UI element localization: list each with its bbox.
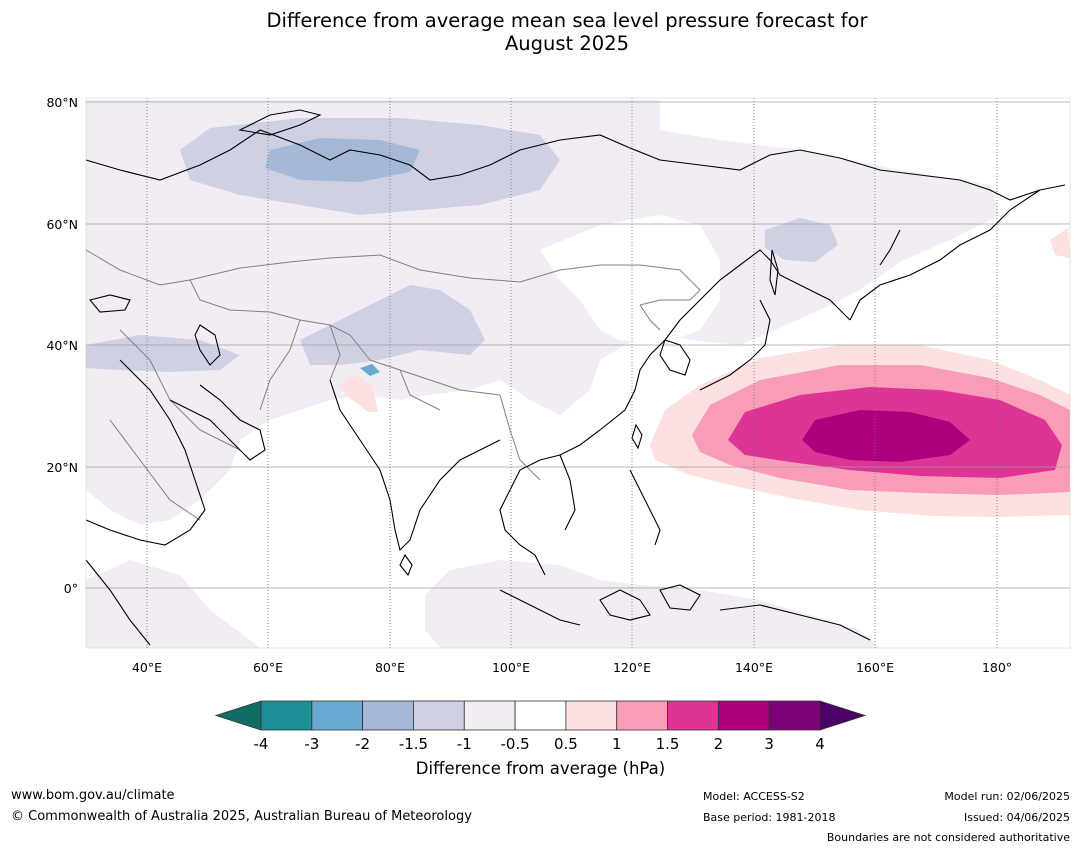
lat-label-40n: 40°N <box>46 338 78 353</box>
anomaly-positive-2 <box>802 410 970 462</box>
base-period: Base period: 1981-2018 <box>703 811 836 824</box>
lon-label-80e: 80°E <box>374 660 406 675</box>
lon-label-100e: 100°E <box>491 660 530 675</box>
colorbar-extend-high <box>819 700 867 731</box>
colorbar-segment <box>514 700 567 731</box>
colorbar-segment <box>768 700 821 731</box>
colorbar-tick-label: 3 <box>764 735 774 753</box>
colorbar-tick-label: -1 <box>456 735 472 753</box>
lon-label-60e: 60°E <box>252 660 284 675</box>
lon-label-40e: 40°E <box>131 660 163 675</box>
colorbar-tick-label: -0.5 <box>500 735 530 753</box>
colorbar <box>214 700 867 731</box>
lat-label-80n: 80°N <box>46 95 78 110</box>
anomaly-light-negative-south <box>425 560 880 648</box>
colorbar-tick-label: 0.5 <box>553 735 578 753</box>
anomaly-shading <box>86 100 1070 648</box>
colorbar-segment <box>463 700 516 731</box>
lat-label-60n: 60°N <box>46 217 78 232</box>
anomaly-strong-negative-small <box>360 364 380 376</box>
colorbar-tick-label: -3 <box>304 735 320 753</box>
lon-label-180: 180° <box>981 660 1013 675</box>
lon-label-160e: 160°E <box>855 660 894 675</box>
map-frame <box>85 97 1071 649</box>
colorbar-tick-label: 1.5 <box>655 735 680 753</box>
map-title: Difference from average mean sea level p… <box>0 9 1081 55</box>
lon-label-120e: 120°E <box>612 660 651 675</box>
coastlines <box>85 109 1066 646</box>
anomaly-strong-negative <box>265 138 420 182</box>
map-title-line-1: Difference from average mean sea level p… <box>266 9 868 32</box>
anomaly-light-negative-west <box>86 560 260 648</box>
colorbar-label: Difference from average (hPa) <box>415 759 666 778</box>
issued-date: Issued: 04/06/2025 <box>963 811 1070 824</box>
colorbar-segment <box>362 700 414 731</box>
anomaly-neutral <box>540 215 720 345</box>
map-title-line-2: August 2025 <box>504 32 630 55</box>
colorbar-segment <box>667 700 719 731</box>
colorbar-tick-label: -1.5 <box>398 735 429 753</box>
lat-label-20n: 20°N <box>46 460 78 475</box>
copyright-text: © Commonwealth of Australia 2025, Austra… <box>11 809 472 824</box>
colorbar-segment <box>717 700 770 731</box>
model-run-date: Model run: 02/06/2025 <box>944 790 1070 803</box>
model-name: Model: ACCESS-S2 <box>703 790 805 803</box>
graticule <box>86 101 1070 589</box>
colorbar-extend-low <box>214 700 262 731</box>
lon-label-140e: 140°E <box>734 660 773 675</box>
colorbar-tick-label: 4 <box>815 735 825 753</box>
colorbar-segment <box>260 700 313 731</box>
anomaly-moderate-negative-east <box>765 218 838 262</box>
colorbar-segment <box>311 700 364 731</box>
country-borders <box>85 249 701 521</box>
colorbar-tick-label: -4 <box>253 735 269 753</box>
colorbar-segment <box>616 700 668 731</box>
colorbar-tick-label: 2 <box>713 735 724 753</box>
website-link[interactable]: www.bom.gov.au/climate <box>11 788 175 803</box>
lat-label-0: 0° <box>63 581 78 596</box>
colorbar-tick-label: 1 <box>611 735 622 753</box>
colorbar-segment <box>565 700 618 731</box>
anomaly-moderate-negative-caspian <box>86 335 240 372</box>
colorbar-tick-label: -2 <box>355 735 371 753</box>
anomaly-positive-0-5-india <box>338 375 378 412</box>
anomaly-positive-0-5-edge <box>1050 228 1070 258</box>
boundaries-disclaimer: Boundaries are not considered authoritat… <box>826 831 1070 844</box>
colorbar-segment <box>413 700 465 731</box>
